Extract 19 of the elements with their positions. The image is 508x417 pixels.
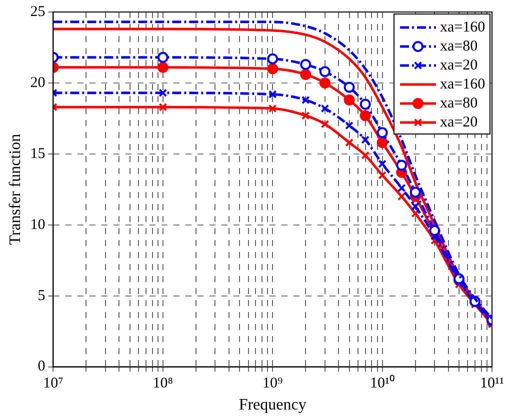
legend-label: xa=20 xyxy=(440,57,478,74)
y-axis-title: Transfer function xyxy=(6,134,24,245)
y-tick-label: 15 xyxy=(30,146,46,162)
legend-label: xa=20 xyxy=(440,114,478,130)
y-tick-label: 0 xyxy=(38,358,46,375)
x-tick-label: 10⁸ xyxy=(152,376,174,392)
legend-label: xa=80 xyxy=(440,38,478,54)
x-tick-label: 10⁷ xyxy=(43,376,64,392)
x-tick-label: 10¹¹ xyxy=(480,376,504,392)
legend-label: xa=160 xyxy=(440,76,486,92)
y-tick-label: 25 xyxy=(30,4,46,20)
x-tick-label: 10⁹ xyxy=(262,376,283,392)
legend-label: xa=160 xyxy=(440,19,486,36)
x-axis-title: Frequency xyxy=(238,396,306,414)
legend-label: xa=80 xyxy=(440,95,478,112)
x-tick-label: 10¹⁰ xyxy=(370,374,395,392)
y-tick-label: 20 xyxy=(30,74,46,91)
y-tick-label: 10 xyxy=(30,216,46,233)
y-tick-label: 5 xyxy=(38,288,46,304)
